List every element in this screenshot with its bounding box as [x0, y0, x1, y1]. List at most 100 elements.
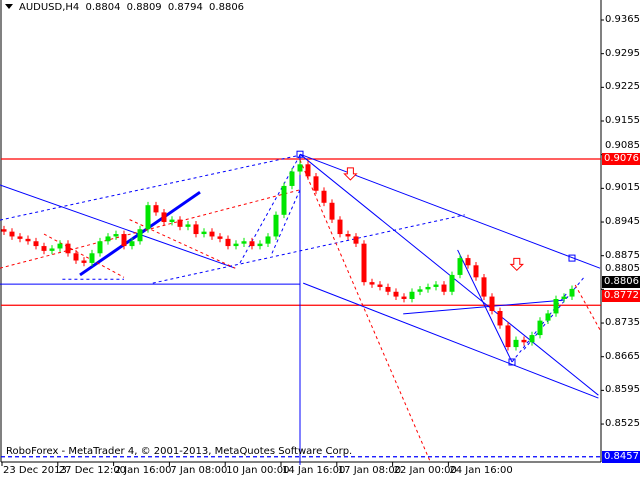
- candle-body: [457, 258, 463, 275]
- candle-body: [545, 313, 551, 321]
- candle: [457, 254, 463, 279]
- candle-body: [305, 164, 311, 177]
- price-tick-label: 0.9155: [605, 115, 640, 126]
- candle-body: [425, 286, 431, 290]
- dropdown-triangle-icon[interactable]: [5, 4, 13, 9]
- trendline: [0, 189, 301, 269]
- candle-body: [193, 224, 199, 235]
- candle: [9, 228, 15, 240]
- candle-body: [145, 205, 151, 230]
- candle: [273, 211, 279, 240]
- candle: [1, 225, 7, 236]
- candle-body: [465, 258, 471, 266]
- candle-body: [561, 296, 567, 299]
- candle: [497, 307, 503, 329]
- candle-body: [553, 298, 559, 314]
- candle-body: [225, 238, 231, 247]
- candle-body: [121, 234, 127, 247]
- price-tick-label: 0.8875: [605, 250, 640, 261]
- candle: [561, 293, 567, 303]
- candle-body: [529, 335, 535, 343]
- candle: [81, 257, 87, 267]
- candle-body: [433, 284, 439, 287]
- square-marker: [508, 358, 516, 366]
- candle: [121, 230, 127, 250]
- candle: [169, 216, 175, 226]
- price-tick-label: 0.9225: [605, 81, 640, 92]
- candle-body: [217, 236, 223, 239]
- candle: [417, 285, 423, 296]
- candle: [545, 310, 551, 324]
- candle-body: [257, 243, 263, 247]
- candle: [569, 285, 575, 300]
- candle: [57, 240, 63, 252]
- trendline: [403, 299, 565, 315]
- candle: [289, 168, 295, 190]
- candle-body: [161, 212, 167, 223]
- candle: [361, 240, 367, 286]
- candle-body: [489, 296, 495, 312]
- price-tick-label: 0.8665: [605, 351, 640, 362]
- candle: [257, 240, 263, 250]
- candle: [433, 281, 439, 291]
- candle: [233, 240, 239, 250]
- current-price-tag: 0.8806: [602, 276, 640, 288]
- target-price-tag: 0.8457: [602, 451, 640, 463]
- candle-body: [113, 234, 119, 237]
- candle: [409, 288, 415, 303]
- candle: [305, 160, 311, 180]
- time-tick-label: 23 Dec 2013: [3, 465, 67, 476]
- candle: [145, 201, 151, 233]
- candle: [113, 230, 119, 240]
- time-tick-label: 24 Jan 16:00: [449, 465, 513, 476]
- trendline: [152, 214, 465, 284]
- candle-body: [321, 190, 327, 203]
- price-tick-label: 0.8595: [605, 384, 640, 395]
- down-arrow-icon: [509, 257, 525, 272]
- candle: [177, 216, 183, 231]
- candle-body: [1, 229, 7, 232]
- price-tick-label: 0.9365: [605, 14, 640, 25]
- candle: [353, 233, 359, 248]
- candle: [465, 254, 471, 269]
- candle: [73, 249, 79, 264]
- candle-body: [505, 325, 511, 348]
- candle-body: [57, 243, 63, 249]
- candle-body: [497, 311, 503, 326]
- candle-body: [337, 219, 343, 235]
- candle: [89, 249, 95, 267]
- copyright-text: RoboForex - MetaTrader 4, © 2001-2013, M…: [6, 446, 353, 457]
- candle-body: [377, 284, 383, 287]
- resistance-price-tag: 0.9076: [602, 153, 640, 165]
- candle-body: [401, 296, 407, 299]
- candle: [25, 235, 31, 245]
- candle-body: [233, 243, 239, 247]
- candle-body: [105, 236, 111, 242]
- candle-body: [89, 253, 95, 263]
- candle: [513, 336, 519, 351]
- candle: [441, 281, 447, 296]
- candle: [529, 331, 535, 346]
- candle: [129, 237, 135, 250]
- candle-body: [313, 176, 319, 191]
- candle: [449, 271, 455, 296]
- candle-body: [169, 219, 175, 223]
- trendline: [0, 184, 236, 269]
- candle-body: [25, 238, 31, 242]
- candle-body: [385, 286, 391, 292]
- candle-body: [361, 243, 367, 283]
- square-marker: [296, 150, 304, 158]
- candle-body: [409, 291, 415, 299]
- price-tick-label: 0.8735: [605, 317, 640, 328]
- candle-body: [209, 231, 215, 237]
- candle: [345, 230, 351, 240]
- time-tick-label: 27 Dec 12:00: [58, 465, 127, 476]
- candle: [153, 201, 159, 216]
- candle: [105, 233, 111, 245]
- candle-body: [273, 214, 279, 237]
- candle-body: [73, 253, 79, 261]
- candle-body: [345, 234, 351, 237]
- trendline: [299, 153, 599, 396]
- time-tick-label: 10 Jan 00:00: [226, 465, 290, 476]
